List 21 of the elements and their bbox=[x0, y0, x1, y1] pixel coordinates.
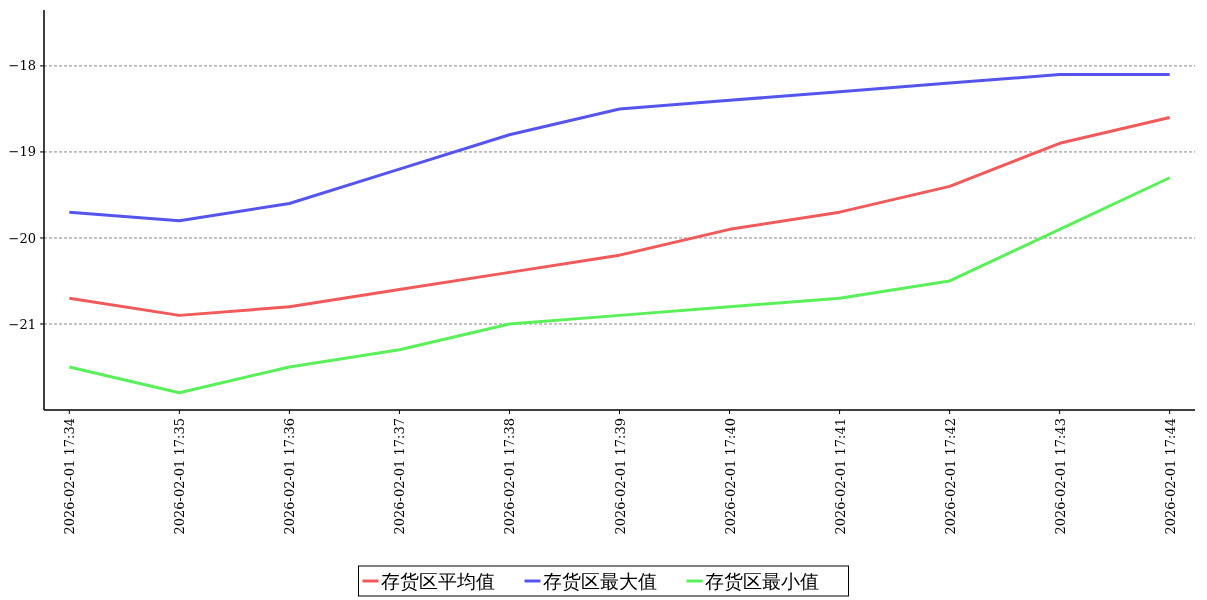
legend-label: 存货区平均值 bbox=[380, 569, 495, 592]
line-series bbox=[67, 176, 1172, 395]
x-tick-label: 2026-02-01 17:44 bbox=[1162, 418, 1178, 535]
x-tick-label: 2026-02-01 17:42 bbox=[942, 418, 958, 535]
x-tick-label: 2026-02-01 17:35 bbox=[172, 418, 188, 535]
line-series bbox=[67, 73, 1172, 223]
y-tick-label: −20 bbox=[8, 230, 36, 246]
x-tick-label: 2026-02-01 17:39 bbox=[612, 418, 628, 535]
x-tick-label: 2026-02-01 17:34 bbox=[62, 418, 78, 535]
y-tick-label: −18 bbox=[8, 58, 36, 74]
x-tick-label: 2026-02-01 17:43 bbox=[1052, 418, 1068, 535]
x-tick-label: 2026-02-01 17:36 bbox=[282, 418, 298, 535]
x-tick-label: 2026-02-01 17:40 bbox=[722, 418, 738, 535]
x-tick-label: 2026-02-01 17:41 bbox=[832, 418, 848, 535]
x-tick-label: 2026-02-01 17:37 bbox=[392, 418, 408, 535]
y-tick-label: −19 bbox=[8, 144, 36, 160]
y-tick-label: −21 bbox=[8, 316, 36, 332]
line-series bbox=[67, 116, 1172, 317]
legend-label: 存货区最小值 bbox=[704, 569, 819, 592]
legend-label: 存货区最大值 bbox=[542, 569, 657, 592]
x-tick-label: 2026-02-01 17:38 bbox=[502, 418, 518, 535]
